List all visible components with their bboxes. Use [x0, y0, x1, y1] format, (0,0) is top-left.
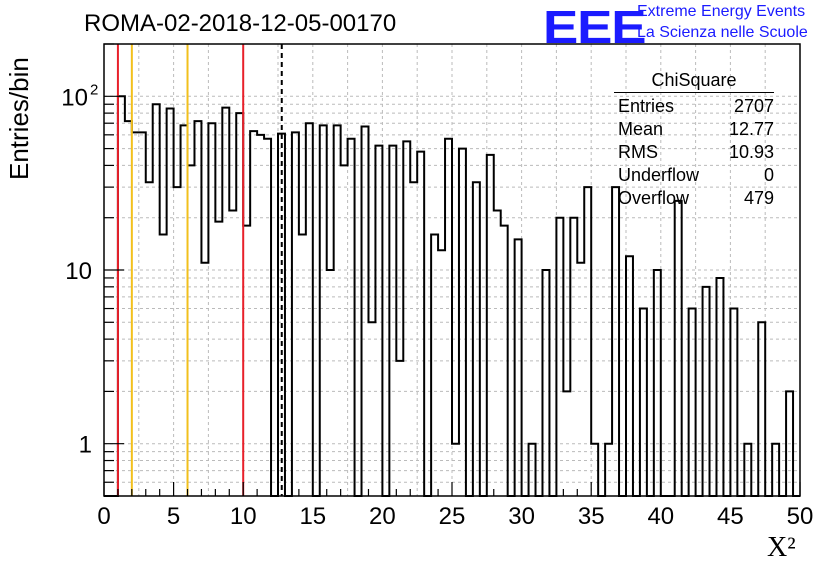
stats-row: Entries 2707 — [614, 95, 774, 118]
x-tick-label: 30 — [508, 503, 535, 530]
stats-label: Entries — [618, 96, 675, 116]
stats-value: 0 — [763, 165, 774, 185]
x-tick-label: 50 — [787, 503, 814, 530]
stats-row: Mean 12.77 — [614, 118, 774, 141]
x-tick-label: 20 — [369, 503, 396, 530]
x-tick-label: 10 — [230, 503, 257, 530]
x-axis-label: X² — [767, 532, 796, 563]
y-tick-label: 1 — [79, 432, 92, 459]
stats-row: RMS 10.93 — [614, 141, 774, 164]
stats-value: 2707 — [733, 96, 774, 116]
x-tick-label: 0 — [97, 503, 110, 530]
y-tick-label: 10 — [65, 258, 92, 285]
x-tick-label: 15 — [299, 503, 326, 530]
stats-title: ChiSquare — [614, 70, 774, 93]
x-tick-label: 5 — [167, 503, 180, 530]
y-axis-label: Entries/bin — [4, 57, 34, 180]
stats-label: RMS — [618, 142, 658, 162]
stats-row: Underflow 0 — [614, 164, 774, 187]
logo-line-2: La Scienza nelle Scuole — [637, 24, 808, 41]
stats-row: Overflow 479 — [614, 187, 774, 210]
y-tick-label-exponent: 2 — [90, 81, 98, 98]
stats-value: 10.93 — [728, 142, 774, 162]
stats-value: 12.77 — [728, 119, 774, 139]
x-tick-label: 35 — [578, 503, 605, 530]
eee-logo: EEE — [543, 1, 647, 53]
x-tick-label: 25 — [439, 503, 466, 530]
chart-title: ROMA-02-2018-12-05-00170 — [84, 10, 397, 37]
x-tick-label: 45 — [717, 503, 744, 530]
stats-box: ChiSquare Entries 2707 Mean 12.77 RMS 10.93… — [614, 70, 774, 210]
x-tick-label: 40 — [647, 503, 674, 530]
logo-line-1: Extreme Energy Events — [637, 3, 806, 20]
stats-value: 479 — [743, 188, 774, 208]
stats-label: Mean — [618, 119, 664, 139]
stats-label: Overflow — [618, 188, 690, 208]
stats-label: Underflow — [618, 165, 700, 185]
y-tick-label: 10 — [61, 84, 88, 111]
